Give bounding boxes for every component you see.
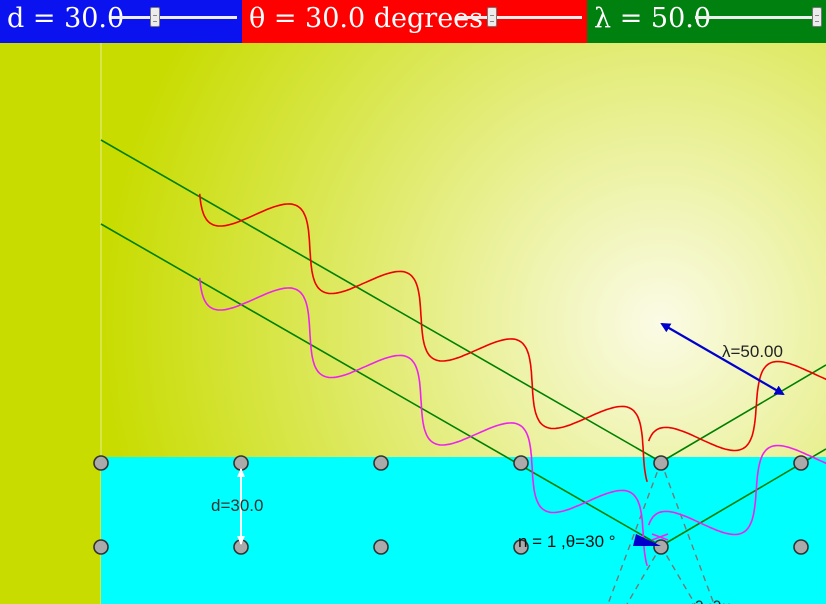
lambda-slider-track[interactable] (695, 16, 821, 19)
top-incident-wave (198, 193, 648, 483)
atom-r1-c1 (93, 455, 109, 471)
atom-r2-c5 (653, 539, 669, 555)
atom-r1-c5 (653, 455, 669, 471)
wavelength-arrow (660, 322, 785, 396)
atom-r2-c1 (93, 539, 109, 555)
atom-r2-c6 (793, 539, 809, 555)
atom-r1-c2 (233, 455, 249, 471)
theta-slider-track[interactable] (456, 16, 582, 19)
atom-r1-c3 (373, 455, 389, 471)
ray-segment-2 (660, 364, 826, 463)
lattice-atoms (93, 455, 809, 555)
d-spacing-label: d = 30.0 (7, 3, 125, 34)
dashed-line-4 (660, 545, 696, 604)
bragg-diffraction-scene: d=30.0 λ=50.00 n = 1 ,θ=30 ° ·ɔ ·ɔ·· (0, 43, 826, 604)
partial-bottom-annotation: ·ɔ ·ɔ·· (690, 596, 732, 604)
theta-slider-thumb[interactable] (487, 7, 497, 27)
atom-r2-c4 (513, 539, 529, 555)
d-spacing-control: d = 30.0 (0, 0, 242, 43)
toolbar: d = 30.0 θ = 30.0 degrees λ = 50.0 (0, 0, 826, 43)
theta-control: θ = 30.0 degrees (242, 0, 587, 43)
wavelength-annotation: λ=50.00 (722, 342, 783, 361)
extension-dashed-lines (607, 461, 715, 604)
lambda-label: λ = 50.0 (594, 3, 712, 34)
theta-label: θ = 30.0 degrees (249, 3, 484, 34)
dashed-line-1 (607, 461, 662, 604)
reflection-point-marker (651, 533, 669, 541)
top-reflected-wave (647, 360, 826, 452)
dashed-line-3 (626, 545, 662, 604)
bottom-incident-wave (198, 277, 648, 567)
bottom-reflected-wave (647, 444, 826, 536)
atom-r2-c3 (373, 539, 389, 555)
bragg-angle-marker (633, 534, 661, 546)
lambda-slider-thumb[interactable] (812, 7, 822, 27)
d-spacing-slider-track[interactable] (111, 16, 237, 19)
lambda-control: λ = 50.0 (587, 0, 826, 43)
ray-segment-1 (100, 139, 662, 463)
atom-r1-c4 (513, 455, 529, 471)
ray-segment-3 (100, 223, 662, 547)
d-spacing-annotation: d=30.0 (211, 496, 263, 515)
bragg-condition-annotation: n = 1 ,θ=30 ° (518, 532, 616, 551)
dashed-line-2 (660, 461, 715, 604)
d-spacing-slider-thumb[interactable] (150, 7, 160, 27)
atom-r1-c6 (793, 455, 809, 471)
